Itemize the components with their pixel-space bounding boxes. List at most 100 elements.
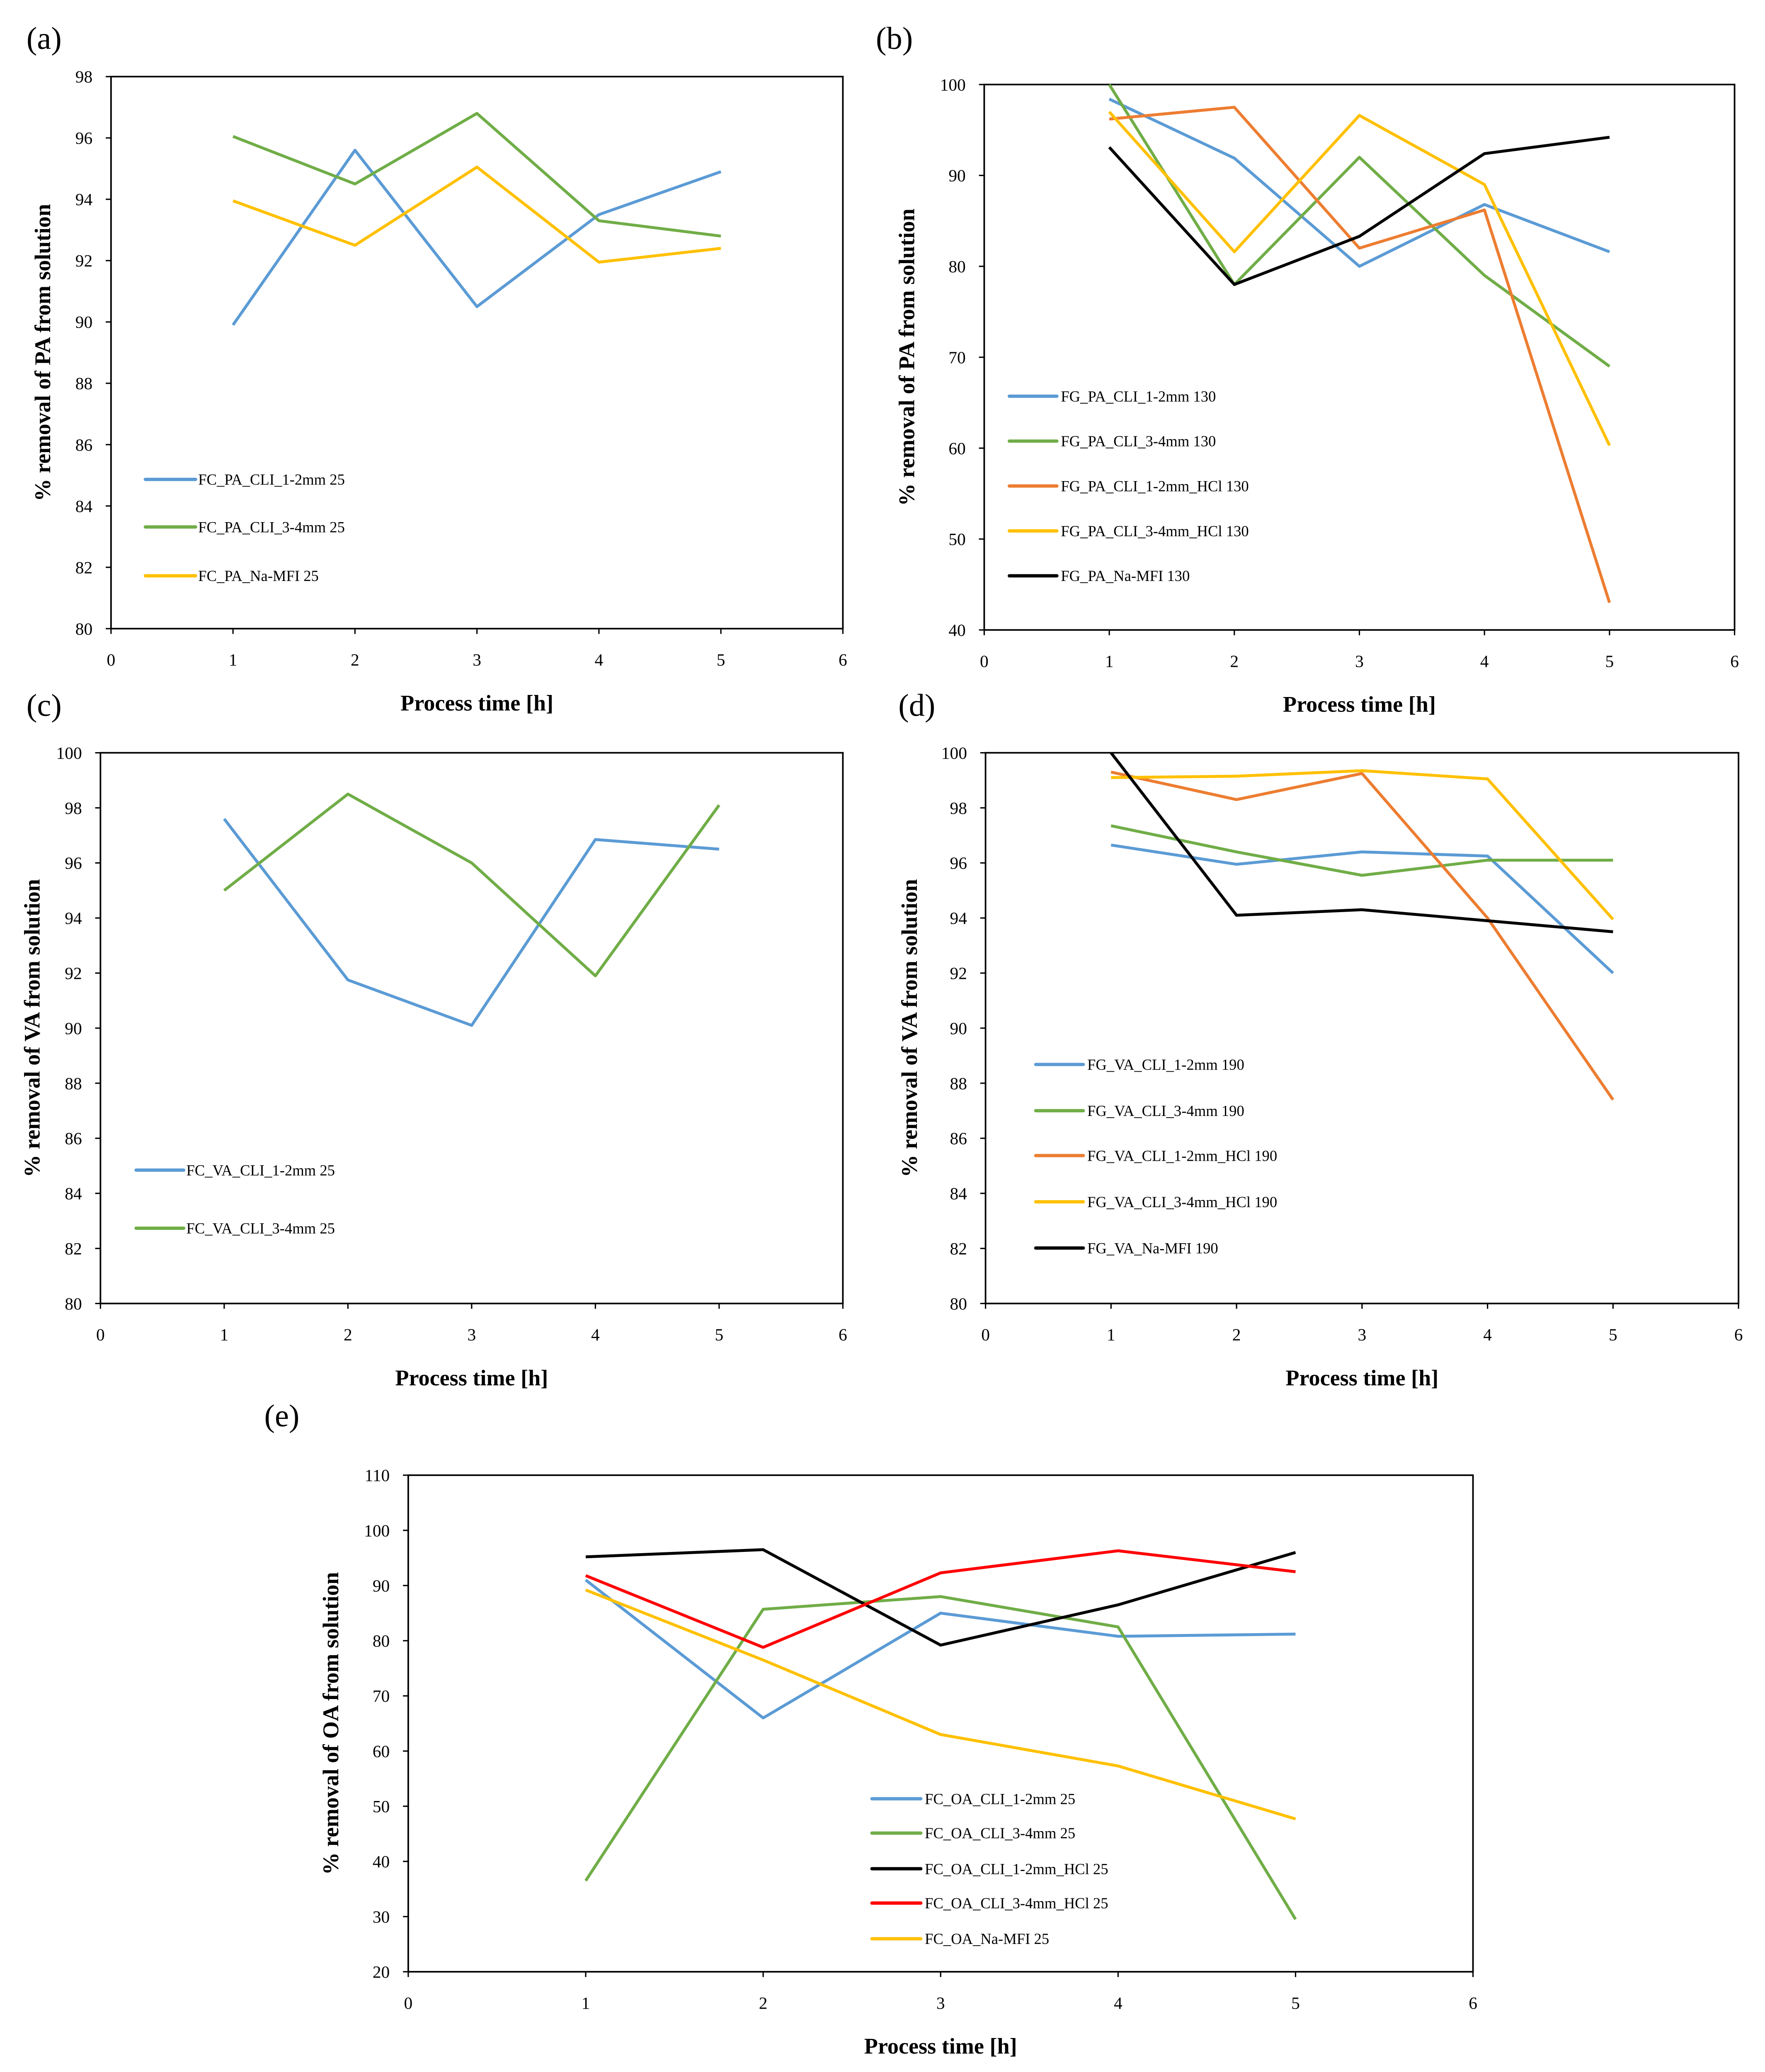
- y-tick-label: 94: [65, 909, 82, 928]
- y-tick-label: 70: [948, 348, 965, 367]
- x-tick-label: 3: [473, 650, 481, 669]
- x-tick-label: 2: [759, 1993, 768, 2012]
- y-tick-label: 82: [950, 1239, 967, 1258]
- legend-entry: FG_PA_CLI_3-4mm 130: [1061, 433, 1216, 450]
- y-tick-label: 90: [373, 1576, 390, 1595]
- series-line: [232, 148, 722, 326]
- x-tick-label: 5: [715, 1325, 724, 1344]
- series-line: [1108, 84, 1610, 368]
- y-tick-label: 100: [364, 1521, 390, 1540]
- x-tick-label: 4: [591, 1325, 600, 1344]
- series-line: [232, 165, 721, 264]
- y-tick-label: 86: [75, 435, 92, 454]
- x-tick-label: 1: [229, 650, 238, 669]
- y-tick-label: 92: [75, 251, 92, 270]
- y-tick-label: 82: [75, 558, 92, 577]
- series-line: [585, 1548, 1296, 1647]
- panel-label: (e): [264, 1398, 300, 1433]
- y-tick-label: 80: [75, 619, 92, 638]
- y-tick-label: 20: [373, 1962, 390, 1981]
- x-axis-label: Process time [h]: [864, 2034, 1017, 2059]
- series-line: [1109, 106, 1611, 603]
- x-axis-label: Process time [h]: [1283, 692, 1436, 717]
- legend-entry: FC_PA_Na-MFI 25: [198, 567, 319, 584]
- x-tick-label: 3: [1355, 651, 1364, 670]
- y-tick-label: 98: [75, 67, 92, 86]
- y-tick-label: 40: [373, 1852, 390, 1871]
- y-tick-label: 94: [950, 909, 967, 928]
- legend-entry: FC_PA_CLI_3-4mm 25: [198, 518, 345, 535]
- y-axis-label: % removal of VA from solution: [897, 879, 922, 1177]
- x-tick-label: 1: [582, 1993, 590, 2012]
- y-tick-label: 60: [948, 439, 965, 458]
- x-tick-label: 4: [1483, 1325, 1492, 1344]
- legend-entry: FC_OA_CLI_1-2mm_HCl 25: [925, 1860, 1108, 1877]
- y-tick-label: 98: [950, 799, 967, 818]
- series-line: [584, 1595, 1297, 1920]
- y-tick-label: 92: [950, 963, 967, 983]
- y-tick-label: 84: [950, 1184, 967, 1203]
- y-tick-label: 80: [373, 1631, 390, 1651]
- y-tick-label: 30: [373, 1907, 390, 1926]
- y-tick-label: 80: [65, 1294, 82, 1313]
- x-tick-label: 2: [1232, 1325, 1241, 1344]
- legend-entry: FG_VA_CLI_1-2mm_HCl 190: [1087, 1147, 1277, 1164]
- x-tick-label: 5: [1609, 1325, 1617, 1344]
- x-tick-label: 2: [351, 650, 359, 669]
- series-line: [223, 818, 720, 1027]
- legend-entry: FC_VA_CLI_1-2mm 25: [186, 1162, 335, 1179]
- x-tick-label: 1: [1105, 651, 1114, 670]
- x-tick-label: 0: [981, 1325, 990, 1344]
- y-tick-label: 50: [948, 530, 965, 549]
- series-line: [1108, 136, 1610, 286]
- chart-panel-b: (b) 0 1 2 3 4 5 6 40 50 60 70 80 90 100 Process time [h…: [876, 21, 1739, 717]
- y-axis-label: % removal of PA from solution: [894, 208, 919, 506]
- y-tick-label: 84: [75, 496, 93, 516]
- series-line: [232, 112, 721, 238]
- legend-entry: FC_OA_CLI_3-4mm 25: [925, 1825, 1075, 1842]
- x-tick-label: 3: [936, 1993, 945, 2012]
- chart-panel-c: (c) 0 1 2 3 4 5 6 80 82 84 86 88 90 92 94 96 98 100 Process…: [20, 687, 847, 1390]
- series-line: [1110, 843, 1614, 974]
- legend-entry: FG_PA_CLI_3-4mm_HCl 130: [1061, 523, 1249, 540]
- legend-entry: FC_OA_CLI_1-2mm 25: [925, 1790, 1075, 1807]
- y-tick-label: 94: [75, 190, 93, 209]
- legend-entry: FC_PA_CLI_1-2mm 25: [198, 471, 345, 488]
- legend-entry: FG_VA_CLI_3-4mm_HCl 190: [1087, 1193, 1277, 1210]
- y-tick-label: 100: [56, 743, 82, 762]
- x-tick-label: 3: [1358, 1325, 1366, 1344]
- y-tick-label: 98: [65, 799, 82, 818]
- x-tick-label: 1: [1107, 1325, 1115, 1344]
- y-tick-label: 96: [65, 854, 82, 873]
- series-line: [1111, 769, 1614, 920]
- y-axis-label: % removal of OA from solution: [318, 1572, 343, 1875]
- y-tick-label: 84: [65, 1184, 82, 1203]
- x-tick-label: 0: [96, 1325, 105, 1344]
- series-line: [1110, 752, 1613, 933]
- y-tick-label: 96: [950, 854, 967, 873]
- legend-entry: FG_VA_CLI_3-4mm 190: [1087, 1102, 1244, 1119]
- y-tick-label: 92: [65, 963, 82, 983]
- y-tick-label: 110: [365, 1466, 390, 1485]
- x-tick-label: 5: [717, 650, 725, 669]
- x-axis-label: Process time [h]: [400, 691, 553, 716]
- x-tick-label: 5: [1605, 651, 1614, 670]
- y-tick-label: 40: [948, 621, 965, 640]
- y-tick-label: 90: [65, 1019, 82, 1038]
- x-tick-label: 5: [1291, 1993, 1300, 2012]
- panel-label: (c): [27, 687, 62, 723]
- legend-entry: FG_PA_Na-MFI 130: [1061, 567, 1190, 584]
- series-line: [1108, 111, 1611, 446]
- legend-entry: FG_PA_CLI_1-2mm 130: [1061, 388, 1216, 405]
- x-tick-label: 2: [344, 1325, 352, 1344]
- y-axis-label: % removal of PA from solution: [30, 204, 55, 501]
- y-tick-label: 80: [950, 1294, 967, 1313]
- y-tick-label: 96: [75, 128, 92, 148]
- y-tick-label: 88: [65, 1074, 82, 1093]
- x-tick-label: 6: [1730, 651, 1739, 670]
- y-tick-label: 60: [373, 1742, 390, 1761]
- x-tick-label: 1: [220, 1325, 228, 1344]
- y-tick-label: 86: [950, 1129, 967, 1148]
- x-tick-label: 0: [980, 651, 989, 670]
- panel-label: (d): [898, 687, 935, 723]
